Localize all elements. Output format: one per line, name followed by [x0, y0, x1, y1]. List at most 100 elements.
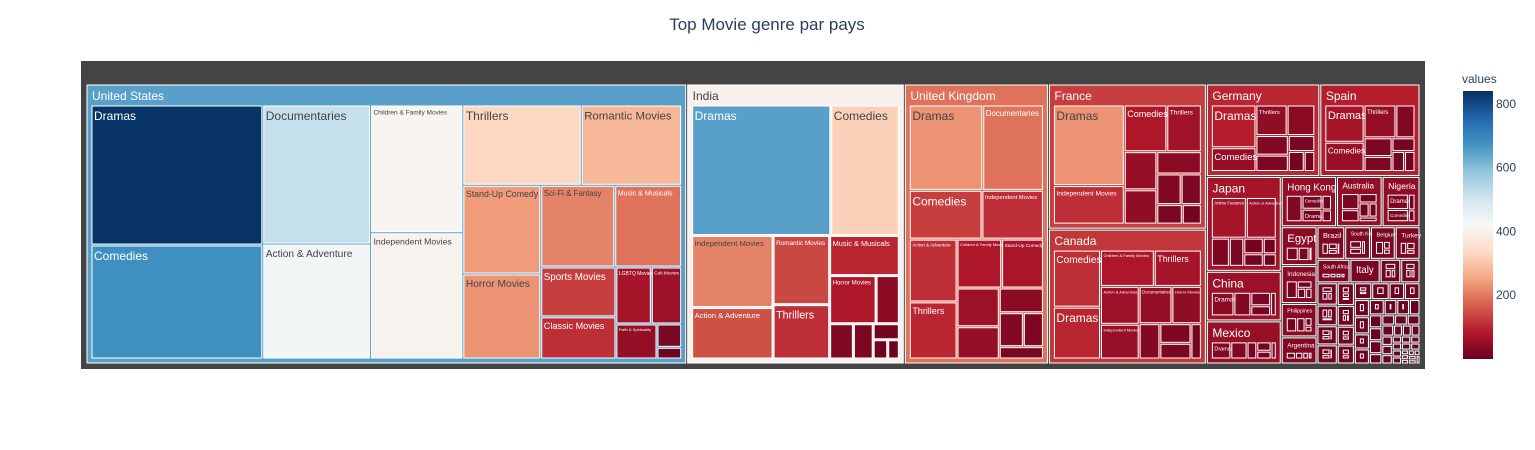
genre-cell-germany-unnamed[interactable] — [1288, 136, 1315, 152]
genre-cell-united-kingdom-thrillers[interactable] — [909, 302, 957, 359]
country-cell-chile[interactable] — [1337, 326, 1354, 345]
country-cell-unnamed[interactable] — [1382, 345, 1392, 355]
country-cell-unnamed[interactable] — [1402, 343, 1411, 350]
genre-cell-canada-action-adventure[interactable] — [1100, 286, 1139, 324]
genre-cell-france-unnamed[interactable] — [1182, 205, 1201, 224]
genre-cell-spain-unnamed[interactable] — [1396, 105, 1415, 138]
genre-cell-lebanon-unnamed[interactable] — [1359, 291, 1367, 295]
genre-cell-germany-unnamed[interactable] — [1256, 136, 1288, 155]
genre-cell-united-kingdom-independent-movies[interactable] — [982, 190, 1043, 239]
country-cell-brazil[interactable] — [1317, 227, 1345, 259]
genre-cell-spain-thrillers[interactable] — [1364, 105, 1396, 138]
genre-cell-united-kingdom-action-adventure[interactable] — [909, 239, 957, 302]
genre-cell-mexico-unnamed[interactable] — [1257, 342, 1271, 351]
genre-cell-south-korea-unnamed[interactable] — [1350, 241, 1362, 248]
country-cell-israel[interactable] — [1337, 345, 1354, 364]
country-cell-unnamed[interactable] — [1395, 315, 1407, 325]
country-cell-denmark[interactable] — [1317, 345, 1337, 364]
genre-cell-canada-children-family-movies[interactable] — [1100, 250, 1154, 286]
genre-cell-ireland-unnamed[interactable] — [1322, 330, 1330, 336]
genre-cell-germany-unnamed[interactable] — [1304, 152, 1315, 171]
country-cell-unnamed[interactable] — [1382, 325, 1394, 336]
genre-cell-mexico-unnamed[interactable] — [1271, 342, 1276, 359]
genre-cell-united-states-dramas[interactable] — [91, 105, 263, 245]
genre-cell-hong-kong-unnamed[interactable] — [1322, 195, 1331, 210]
genre-cell-spain-comedies[interactable] — [1325, 142, 1364, 171]
genre-cell-united-kingdom-comedies[interactable] — [909, 190, 982, 239]
genre-cell-philippines-dramas[interactable] — [1286, 318, 1297, 332]
genre-cell-denmark-unnamed[interactable] — [1322, 349, 1330, 355]
genre-cell-canada-comedies[interactable] — [1053, 250, 1100, 307]
country-cell-unnamed[interactable] — [1369, 328, 1382, 341]
genre-cell-spain-unnamed[interactable] — [1364, 157, 1392, 171]
genre-cell-france-thrillers[interactable] — [1167, 105, 1201, 152]
genre-cell-united-states-horror-movies[interactable] — [463, 274, 541, 359]
genre-cell-france-independent-movies[interactable] — [1053, 186, 1124, 224]
genre-cell-philippines-romantic-movies[interactable] — [1297, 318, 1305, 332]
genre-cell-india-unnamed[interactable] — [830, 324, 853, 359]
country-cell-unnamed[interactable] — [1402, 325, 1411, 336]
genre-cell-united-states-unnamed[interactable] — [657, 324, 682, 347]
genre-cell-argentina-unnamed[interactable] — [1308, 352, 1312, 359]
genre-cell-brazil-unnamed[interactable] — [1322, 243, 1328, 254]
genre-cell-united-kingdom-unnamed[interactable] — [957, 288, 999, 327]
genre-cell-canada-unnamed[interactable] — [1191, 324, 1201, 359]
country-cell-unnamed[interactable] — [1369, 315, 1382, 328]
country-cell-unnamed[interactable] — [1402, 350, 1408, 355]
genre-cell-malaysia-unnamed[interactable] — [1377, 287, 1384, 295]
genre-cell-argentina-unnamed[interactable] — [1286, 352, 1295, 359]
genre-cell-netherlands-unnamed[interactable] — [1406, 269, 1411, 278]
genre-cell-brazil-unnamed[interactable] — [1328, 243, 1337, 250]
genre-cell-norway-unnamed[interactable] — [1359, 304, 1364, 312]
genre-cell-mexico-dramas[interactable] — [1211, 342, 1231, 359]
country-cell-unnamed[interactable] — [1409, 300, 1420, 315]
genre-cell-taiwan-unnamed[interactable] — [1359, 338, 1364, 344]
genre-cell-brazil-unnamed[interactable] — [1337, 243, 1340, 254]
country-cell-unnamed[interactable] — [1392, 350, 1402, 357]
genre-cell-mexico-unnamed[interactable] — [1247, 342, 1257, 359]
genre-cell-netherlands-unnamed[interactable] — [1411, 269, 1415, 278]
genre-cell-south-africa-unnamed[interactable] — [1322, 273, 1330, 278]
genre-cell-colombia-unnamed[interactable] — [1410, 287, 1415, 295]
genre-cell-germany-dramas[interactable] — [1211, 105, 1256, 148]
genre-cell-philippines-unnamed[interactable] — [1305, 326, 1312, 332]
genre-cell-france-dramas[interactable] — [1053, 105, 1124, 186]
country-cell-unnamed[interactable] — [1407, 315, 1420, 325]
genre-cell-australia-unnamed[interactable] — [1369, 203, 1377, 217]
genre-cell-france-unnamed[interactable] — [1124, 190, 1157, 224]
genre-cell-united-states-romantic-movies[interactable] — [581, 105, 682, 185]
genre-cell-canada-dramas[interactable] — [1053, 307, 1100, 359]
genre-cell-indonesia-dramas[interactable] — [1286, 281, 1297, 298]
genre-cell-united-kingdom-unnamed[interactable] — [999, 313, 1023, 347]
genre-cell-canada-unnamed[interactable] — [1160, 343, 1191, 359]
genre-cell-australia-unnamed[interactable] — [1341, 210, 1359, 222]
genre-cell-new-zealand-unnamed[interactable] — [1342, 309, 1349, 315]
genre-cell-thailand-unnamed[interactable] — [1385, 263, 1396, 269]
country-cell-ireland[interactable] — [1317, 326, 1337, 345]
genre-cell-india-unnamed[interactable] — [876, 276, 899, 324]
country-cell-unnamed[interactable] — [1408, 356, 1416, 360]
country-cell-unnamed[interactable] — [1394, 325, 1402, 336]
genre-cell-united-kingdom-unnamed[interactable] — [1023, 313, 1043, 347]
genre-cell-china-dramas[interactable] — [1211, 292, 1234, 316]
genre-cell-united-states-classic-movies[interactable] — [541, 317, 616, 359]
genre-cell-united-states-documentaries[interactable] — [263, 105, 370, 244]
country-cell-unnamed[interactable] — [1369, 354, 1382, 364]
genre-cell-spain-unnamed[interactable] — [1364, 138, 1392, 157]
genre-cell-poland-unnamed[interactable] — [1322, 309, 1328, 318]
genre-cell-romania-unnamed[interactable] — [1359, 353, 1364, 359]
genre-cell-netherlands-unnamed[interactable] — [1406, 263, 1415, 269]
genre-cell-hong-kong-unnamed[interactable] — [1322, 210, 1331, 222]
genre-cell-canada-documentaries[interactable] — [1139, 286, 1172, 324]
genre-cell-china-unnamed[interactable] — [1251, 306, 1271, 316]
genre-cell-spain-unnamed[interactable] — [1392, 138, 1415, 151]
genre-cell-united-states-sci-fi-fantasy[interactable] — [541, 185, 615, 267]
genre-cell-canada-unnamed[interactable] — [1139, 324, 1160, 359]
genre-cell-united-states-lgbtq-movies[interactable] — [616, 267, 651, 324]
genre-cell-france-unnamed[interactable] — [1157, 152, 1201, 174]
genre-cell-hong-kong-comedies[interactable] — [1302, 195, 1322, 209]
genre-cell-turkey-dramas[interactable] — [1400, 242, 1407, 254]
genre-cell-switzerland-unnamed[interactable] — [1359, 321, 1364, 329]
genre-cell-united-kingdom-dramas[interactable] — [909, 105, 983, 190]
country-cell-unnamed[interactable] — [1408, 360, 1416, 364]
